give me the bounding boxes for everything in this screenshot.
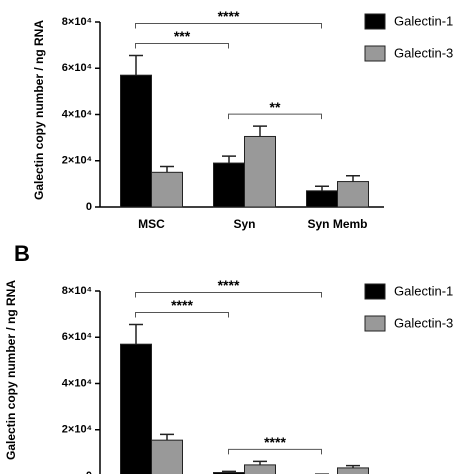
bar [151, 439, 183, 474]
bar [120, 343, 152, 474]
x-tick-label: Syn Memb [307, 217, 367, 231]
significance-bracket [228, 448, 322, 455]
legend-swatch [364, 283, 386, 300]
y-axis-title: Galectin copy number / ng RNA [4, 280, 18, 460]
legend-swatch [364, 315, 386, 332]
significance-bracket [228, 113, 322, 120]
legend-swatch [364, 13, 386, 30]
error-bar [222, 470, 236, 473]
bar [213, 162, 245, 208]
x-tick-label: Syn [233, 217, 255, 231]
error-bar [129, 323, 143, 345]
y-tick-label: 4×10⁴ [62, 377, 92, 389]
significance-bracket [135, 312, 229, 318]
bar [151, 171, 183, 208]
x-tick-label: MSC [138, 217, 165, 231]
legend-label: Galectin-1 [394, 283, 453, 298]
y-tick-label: 0 [86, 201, 92, 213]
error-bar [253, 460, 267, 465]
significance-bracket [135, 43, 229, 49]
error-bar [129, 54, 143, 76]
error-bar [346, 464, 360, 468]
y-axis-title: Galectin copy number / ng RNA [32, 20, 46, 200]
significance-label: **** [218, 277, 240, 293]
significance-bracket [135, 23, 322, 29]
y-tick-label: 8×10⁴ [62, 285, 92, 297]
error-bar [315, 185, 329, 191]
bar [306, 190, 338, 208]
y-tick-label: 2×10⁴ [62, 424, 92, 436]
error-bar [160, 165, 174, 173]
error-bar [253, 125, 267, 137]
legend-swatch [364, 45, 386, 62]
panel-label: B [14, 241, 30, 266]
bar [244, 135, 276, 208]
y-tick-label: 4×10⁴ [62, 108, 92, 120]
error-bar [346, 175, 360, 182]
error-bar [222, 155, 236, 164]
y-tick-label: 2×10⁴ [62, 155, 92, 167]
significance-label: *** [174, 28, 191, 44]
legend-label: Galectin-3 [394, 45, 453, 60]
y-tick-label: 6×10⁴ [62, 62, 92, 74]
legend-label: Galectin-3 [394, 315, 453, 330]
bar [337, 467, 369, 474]
bar [337, 181, 369, 208]
bar [244, 464, 276, 474]
legend-label: Galectin-1 [394, 13, 453, 28]
significance-label: **** [264, 434, 286, 450]
y-tick-label: 0 [86, 470, 92, 474]
y-tick-label: 8×10⁴ [62, 16, 92, 28]
y-tick-label: 6×10⁴ [62, 331, 92, 343]
significance-label: ** [270, 99, 281, 115]
significance-bracket [135, 292, 322, 298]
bar [120, 74, 152, 208]
error-bar [160, 433, 174, 441]
significance-label: **** [171, 297, 193, 313]
significance-label: **** [218, 8, 240, 24]
